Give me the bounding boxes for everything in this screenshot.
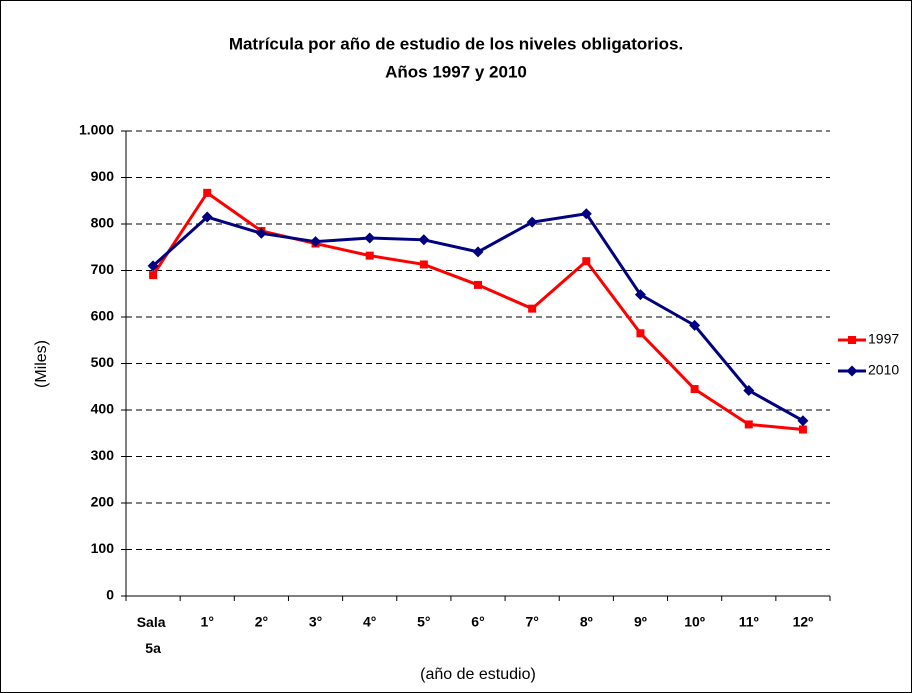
marker (201, 211, 213, 223)
x-tick-label: 3° (309, 614, 322, 630)
marker (848, 336, 856, 344)
x-tick-label: 4° (363, 614, 376, 630)
y-tick-label: 400 (91, 401, 115, 417)
y-tick-label: 300 (91, 447, 115, 463)
x-tick-label: 7° (525, 614, 538, 630)
x-tick-label: 2° (255, 614, 268, 630)
marker (846, 365, 858, 377)
y-tick-label: 800 (91, 215, 115, 231)
x-tick-label: 11º (739, 614, 759, 630)
marker (634, 289, 646, 301)
marker (528, 304, 537, 313)
chart-title: Matrícula por año de estudio de los nive… (229, 34, 683, 53)
marker (310, 236, 322, 248)
marker (418, 234, 430, 246)
x-tick-label: 10º (684, 614, 705, 630)
marker (472, 246, 484, 258)
x-tick-label: 1° (201, 614, 214, 630)
marker (690, 385, 699, 394)
x-tick-label: 5° (417, 614, 430, 630)
y-axis-label: (Miles) (33, 340, 50, 388)
x-tick-label: 9º (634, 614, 647, 630)
marker (636, 329, 645, 338)
x-tick-label: 6° (471, 614, 484, 630)
x-tick-label: 8º (580, 614, 593, 630)
marker (582, 257, 591, 266)
y-tick-label: 200 (91, 494, 115, 510)
marker (365, 251, 374, 260)
x-axis-label: (año de estudio) (420, 666, 536, 683)
y-tick-label: 700 (91, 261, 115, 277)
marker (364, 232, 376, 244)
marker (203, 188, 212, 197)
y-tick-label: 0 (106, 587, 114, 603)
legend-label: 2010 (868, 362, 899, 378)
marker (743, 384, 755, 396)
x-tick-label: Sala 5a (137, 614, 170, 656)
marker (744, 420, 753, 429)
marker (419, 260, 428, 269)
chart-subtitle: Años 1997 y 2010 (385, 62, 527, 81)
marker (797, 415, 809, 427)
marker (149, 271, 158, 280)
y-tick-label: 100 (91, 540, 115, 556)
y-tick-label: 600 (91, 308, 115, 324)
marker (474, 280, 482, 289)
x-tick-label: 12º (793, 614, 814, 630)
legend-label: 1997 (868, 331, 899, 347)
marker (798, 425, 807, 434)
y-tick-label: 500 (91, 354, 115, 370)
marker (147, 260, 159, 272)
marker (526, 216, 538, 228)
marker (580, 208, 592, 220)
marker (689, 319, 701, 331)
marker (255, 227, 267, 239)
y-tick-label: 900 (91, 168, 115, 184)
y-tick-label: 1.000 (79, 122, 114, 138)
